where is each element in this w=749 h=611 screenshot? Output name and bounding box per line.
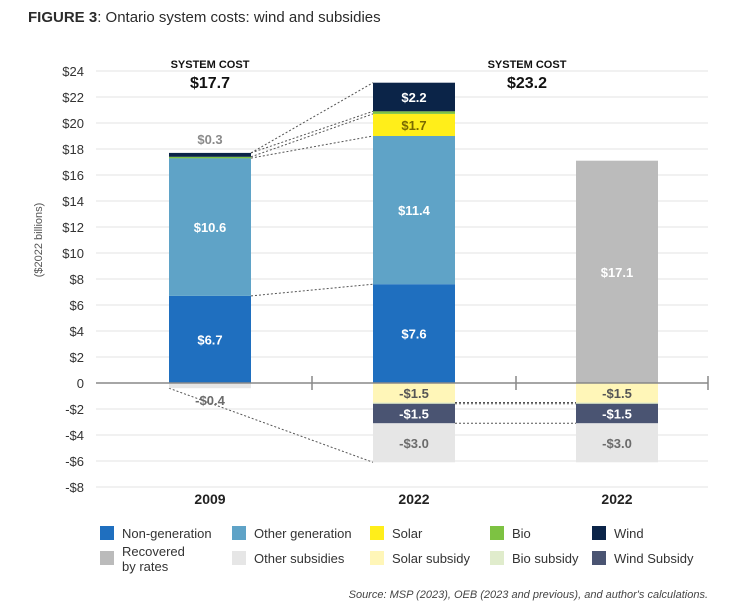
- system-cost-labels: SYSTEM COST $17.7 SYSTEM COST $23.2: [171, 59, 567, 92]
- y-tick-label: -$8: [65, 480, 84, 495]
- legend-swatch-non-generation: [100, 526, 114, 540]
- system-cost-label: SYSTEM COST: [488, 59, 567, 71]
- y-tick-label: $10: [62, 246, 84, 261]
- data-label: -$1.5: [602, 407, 632, 422]
- bar-segment-bio: [373, 111, 455, 114]
- bar-segment-non-generation: [169, 295, 251, 383]
- legend-label: Wind Subsidy: [614, 551, 694, 566]
- bar-segment-other-generation: [169, 158, 251, 296]
- bar-segment-solar: [373, 113, 455, 136]
- connector-line: [168, 387, 374, 463]
- figure-title: FIGURE 3: Ontario system costs: wind and…: [28, 9, 381, 26]
- data-label: -$3.0: [399, 436, 429, 451]
- x-category-label: 2009: [194, 491, 225, 507]
- data-label: $10.6: [194, 220, 227, 235]
- figure-label: FIGURE 3: [28, 9, 97, 26]
- y-tick-label: $24: [62, 64, 84, 79]
- connector-line: [250, 283, 374, 297]
- bar-segment-bio-subsidy: [576, 402, 658, 404]
- y-tick-label: -$2: [65, 402, 84, 417]
- bar-segment-solar-subsidy: [576, 383, 658, 403]
- legend-label: Other generation: [254, 526, 352, 541]
- connector-line: [250, 135, 374, 159]
- connector-line: [250, 113, 374, 158]
- value-labels: $6.7 $10.6 $0.3 -$0.4 $7.6 $11.4 $1.7 $2.2 -$1.5…: [194, 90, 634, 451]
- system-cost-value: $23.2: [507, 75, 547, 92]
- data-label: $2.2: [401, 90, 426, 105]
- bar-segment-wind-subsidy: [576, 403, 658, 424]
- bar-segment-other-subsidies: [373, 423, 455, 463]
- connector-line: [250, 82, 374, 154]
- system-cost-value: $17.7: [190, 75, 230, 92]
- data-label: $7.6: [401, 327, 426, 342]
- y-tick-label: $2: [70, 350, 84, 365]
- legend-swatch-bio: [490, 526, 504, 540]
- data-label: -$1.5: [399, 407, 429, 422]
- zero-axis: [96, 376, 709, 390]
- data-label: $17.1: [601, 265, 634, 280]
- bar-segment-other-generation: [373, 136, 455, 285]
- legend-swatch-wind-subsidy: [592, 551, 606, 565]
- legend-label: Solar: [392, 526, 423, 541]
- y-axis: $24$22$20$18$16$14$12$10$8$6$4$20-$2-$4-…: [33, 64, 84, 495]
- system-cost-label: SYSTEM COST: [171, 59, 250, 71]
- figure-title-text: : Ontario system costs: wind and subsidi…: [97, 9, 380, 26]
- data-label: $6.7: [197, 332, 222, 347]
- y-tick-label: -$4: [65, 428, 84, 443]
- y-axis-label: ($2022 billions): [33, 203, 45, 278]
- legend-swatch-bio-subsidy: [490, 551, 504, 565]
- category-labels: 2009 2022 2022: [194, 491, 632, 507]
- legend-label: Other subsidies: [254, 551, 345, 566]
- legend-label: Bio: [512, 526, 531, 541]
- data-label: -$1.5: [602, 386, 632, 401]
- legend-swatch-other-subsidies: [232, 551, 246, 565]
- source-note: Source: MSP (2023), OEB (2023 and previo…: [349, 589, 708, 601]
- bar-segment-non-generation: [373, 284, 455, 383]
- data-label: $11.4: [398, 203, 431, 218]
- legend-swatch-solar-subsidy: [370, 551, 384, 565]
- bar-segment-other-subsidies: [576, 423, 658, 463]
- legend: Non-generation Other generation Solar Bio Wi…: [100, 526, 694, 574]
- x-category-label: 2022: [601, 491, 632, 507]
- legend-swatch-solar: [370, 526, 384, 540]
- legend-swatch-recovered: [100, 551, 114, 565]
- legend-swatch-other-generation: [232, 526, 246, 540]
- bar-segment-recovered: [576, 160, 658, 383]
- bar-segment-bio: [169, 156, 251, 159]
- y-tick-label: $12: [62, 220, 84, 235]
- connector-line: [250, 110, 374, 154]
- bar-segment-wind: [373, 82, 455, 112]
- bar-segment-wind-subsidy: [373, 403, 455, 424]
- data-label: -$1.5: [399, 386, 429, 401]
- connector-lines: [168, 82, 576, 463]
- y-tick-label: $6: [70, 298, 84, 313]
- legend-label: Non-generation: [122, 526, 212, 541]
- legend-label: Recovered by rates: [122, 544, 185, 574]
- bar-segment-other-subsidies: [169, 383, 251, 389]
- y-tick-label: $4: [70, 324, 84, 339]
- y-tick-label: $14: [62, 194, 84, 209]
- y-tick-label: -$6: [65, 454, 84, 469]
- y-tick-label: $8: [70, 272, 84, 287]
- bar-segment-wind: [169, 152, 251, 157]
- x-category-label: 2022: [398, 491, 429, 507]
- legend-label: Bio subsidy: [512, 551, 579, 566]
- legend-label: Solar subsidy: [392, 551, 471, 566]
- data-label: -$3.0: [602, 436, 632, 451]
- data-label: $0.3: [197, 132, 222, 147]
- bars: [169, 82, 658, 463]
- legend-label: Wind: [614, 526, 644, 541]
- bar-segment-bio-subsidy: [373, 402, 455, 404]
- y-tick-label: $16: [62, 168, 84, 183]
- y-tick-label: 0: [77, 376, 84, 391]
- bar-segment-solar-subsidy: [373, 383, 455, 403]
- data-label: $1.7: [401, 118, 426, 133]
- y-tick-label: $20: [62, 116, 84, 131]
- legend-swatch-wind: [592, 526, 606, 540]
- y-tick-label: $22: [62, 90, 84, 105]
- y-tick-label: $18: [62, 142, 84, 157]
- data-label: -$0.4: [195, 393, 225, 408]
